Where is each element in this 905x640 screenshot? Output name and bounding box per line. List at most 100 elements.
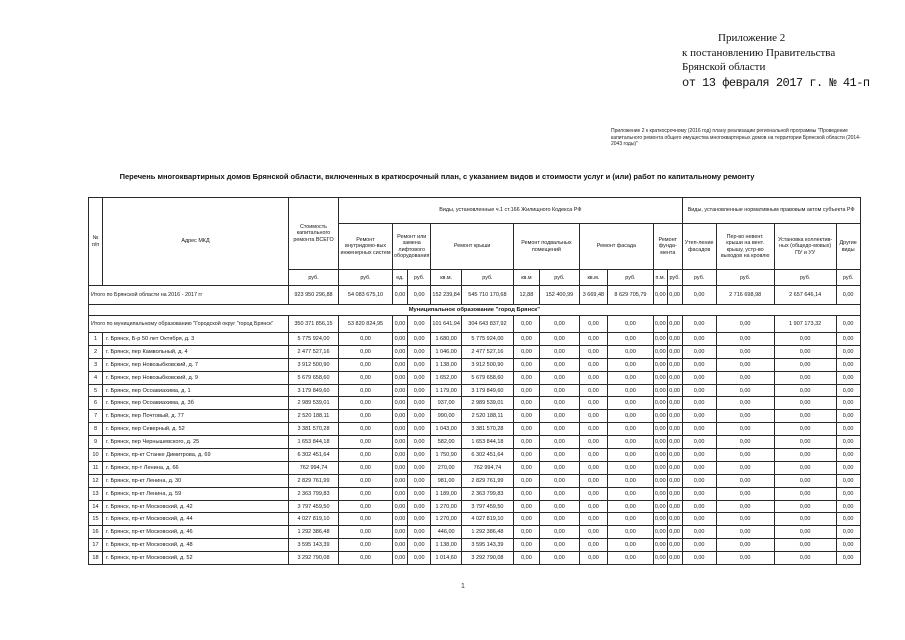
value-cell: 0,00	[338, 409, 393, 424]
value-cell: 0,00	[538, 422, 580, 437]
value-cell: 0,00	[715, 396, 775, 411]
group-header-zhk: Виды, установленные ч.1 ст.166 Жилищного…	[338, 197, 683, 224]
value-cell: 0,00	[681, 473, 717, 488]
col-header-foundation: Ремонт фунда-мента	[652, 223, 683, 270]
value-cell: 0,00	[773, 332, 837, 346]
value-cell: 0,00	[606, 486, 654, 501]
value-cell: 0,00	[835, 460, 861, 475]
value-cell: 350 371 856,15	[288, 315, 339, 333]
value-cell: 3 912 500,90	[460, 357, 514, 372]
value-cell: 0,00	[406, 551, 432, 566]
table-row: 16 г. Брянск, пр-кт Московский, д. 46 1 29…	[88, 525, 861, 540]
value-cell: 0,00	[392, 315, 408, 333]
value-cell: 0,00	[512, 332, 540, 346]
address-cell: г. Брянск, пр-кт Московский, д. 42	[102, 499, 289, 514]
value-cell: 0,00	[666, 486, 683, 501]
value-cell: 0,00	[338, 370, 393, 385]
value-cell: 0,00	[652, 370, 668, 385]
value-cell: 0,00	[538, 357, 580, 372]
value-cell: 1 138,00	[430, 357, 462, 372]
value-cell: 0,00	[338, 383, 393, 398]
value-cell: 0,00	[392, 486, 408, 501]
value-cell: 0,00	[578, 409, 608, 424]
value-cell: 0,00	[666, 551, 683, 566]
value-cell: 0,00	[406, 357, 432, 372]
col-header-roof: Ремонт крыши	[430, 223, 514, 270]
value-cell: 0,00	[406, 538, 432, 553]
value-cell: 2 520 188,11	[288, 409, 339, 424]
address-cell: г. Брянск, пер Новозыбковский, д. 7	[102, 357, 289, 372]
section-label: Муниципальное образование "город Брянск"	[88, 304, 861, 316]
value-cell: 0,00	[773, 435, 837, 450]
address-cell: г. Брянск, пр-кт Московский, д. 44	[102, 512, 289, 527]
value-cell: 0,00	[406, 512, 432, 527]
value-cell: 0,00	[338, 525, 393, 540]
value-cell: 545 710 170,68	[460, 285, 514, 305]
col-header-meters: Установка коллектив-ных (общедо-мовых) П…	[773, 223, 837, 270]
value-cell: 2 657 646,14	[773, 285, 837, 305]
value-cell: 2 989 539,01	[288, 396, 339, 411]
value-cell: 0,00	[835, 396, 861, 411]
unit-cell: руб.	[606, 269, 654, 286]
value-cell: 0,00	[835, 486, 861, 501]
unit-cell: руб.	[773, 269, 837, 286]
col-header-address: Адрес МКД	[102, 197, 289, 286]
col-header-cost: Стоимость капитального ремонта ВСЕГО	[288, 197, 339, 270]
value-cell: 0,00	[392, 383, 408, 398]
unit-cell: кв.м.	[430, 269, 462, 286]
value-cell: 0,00	[406, 285, 432, 305]
municipal-total-row: Итого по муниципальному образованию "Гор…	[88, 315, 861, 333]
unit-cell: п.м.	[652, 269, 668, 286]
col-header-lift: Ремонт или замена лифтового оборудования	[391, 223, 432, 270]
address-cell: г. Брянск, пр-кт Московский, д. 46	[102, 525, 289, 540]
value-cell: 0,00	[512, 435, 540, 450]
value-cell: 2 829 761,99	[288, 473, 339, 488]
value-cell: 0,00	[578, 422, 608, 437]
value-cell: 0,00	[606, 357, 654, 372]
value-cell: 101 641,94	[430, 315, 462, 333]
value-cell: 0,00	[715, 512, 775, 527]
value-cell: 0,00	[606, 448, 654, 462]
col-header-other: Другие виды	[835, 223, 861, 270]
value-cell: 0,00	[715, 315, 775, 333]
appendix-line: Брянской области	[682, 61, 766, 73]
value-cell: 0,00	[538, 396, 580, 411]
table-container: № п/п Адрес МКД Стоимость капитального р…	[88, 197, 861, 566]
value-cell: 0,00	[652, 499, 668, 514]
value-cell: 0,00	[578, 357, 608, 372]
value-cell: 0,00	[406, 344, 432, 359]
value-cell: 8 629 705,79	[606, 285, 654, 305]
value-cell: 0,00	[652, 460, 668, 475]
value-cell: 0,00	[652, 315, 668, 333]
value-cell: 0,00	[681, 512, 717, 527]
value-cell: 3 292 790,08	[288, 551, 339, 566]
value-cell: 3 595 143,39	[288, 538, 339, 553]
value-cell: 0,00	[773, 396, 837, 411]
value-cell: 1 292 386,48	[288, 525, 339, 540]
value-cell: 0,00	[666, 344, 683, 359]
value-cell: 0,00	[715, 332, 775, 346]
value-cell: 0,00	[666, 332, 683, 346]
repair-table: № п/п Адрес МКД Стоимость капитального р…	[88, 197, 861, 566]
value-cell: 0,00	[406, 473, 432, 488]
row-number-cell: 18	[88, 551, 103, 566]
value-cell: 0,00	[512, 357, 540, 372]
table-row: 10 г. Брянск, пр-кт Станке Димитрова, д. …	[88, 448, 861, 462]
col-header-insulation: Утеп-ление фасадов	[681, 223, 717, 270]
value-cell: 3 179 849,60	[288, 383, 339, 398]
value-cell: 0,00	[406, 315, 432, 333]
value-cell: 0,00	[773, 422, 837, 437]
col-header-num: № п/п	[88, 197, 103, 286]
row-number-cell: 13	[88, 486, 103, 501]
address-cell: г. Брянск, пер Камвольный, д. 4	[102, 344, 289, 359]
row-number-cell: 16	[88, 525, 103, 540]
value-cell: 3 381 570,28	[460, 422, 514, 437]
address-cell: г. Брянск, Б-р 50 лет Октября, д. 3	[102, 332, 289, 346]
value-cell: 0,00	[538, 315, 580, 333]
value-cell: 0,00	[773, 344, 837, 359]
value-cell: 0,00	[578, 344, 608, 359]
unit-cell: руб.	[681, 269, 717, 286]
row-number-cell: 10	[88, 448, 103, 462]
value-cell: 0,00	[578, 448, 608, 462]
value-cell: 0,00	[681, 315, 717, 333]
